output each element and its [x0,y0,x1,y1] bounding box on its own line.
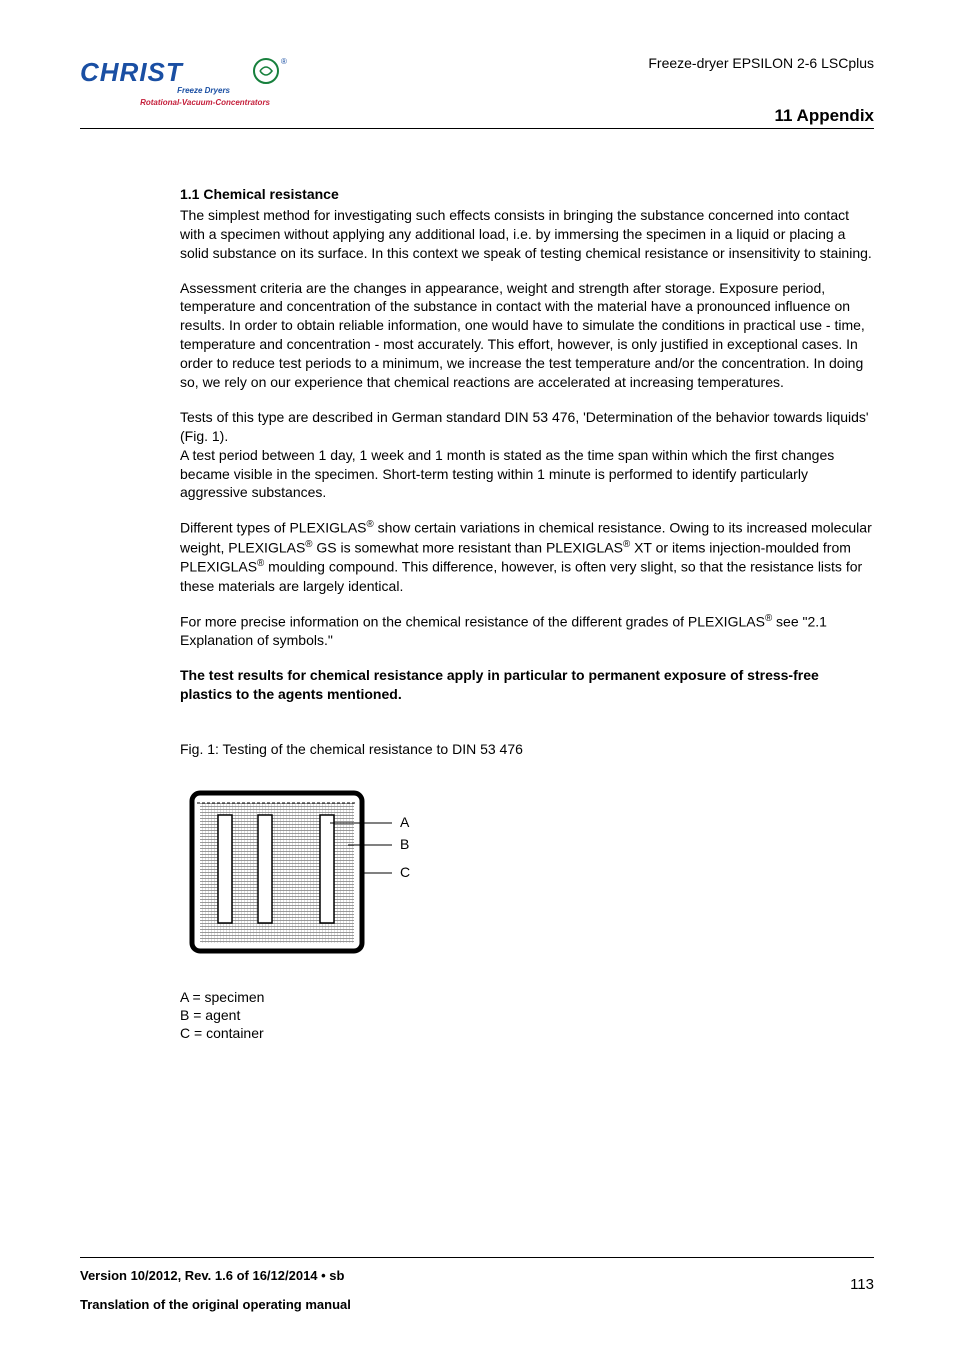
paragraph-2: Assessment criteria are the changes in a… [180,279,874,392]
logo-line1: Freeze Dryers [177,86,230,95]
footer-translation: Translation of the original operating ma… [80,1297,351,1312]
figure-specimen [320,815,334,923]
figure-1: A B C [180,781,874,966]
figure-label-a: A [400,814,410,830]
paragraph-1: The simplest method for investigating su… [180,206,874,263]
svg-text:CHRIST: CHRIST [80,57,184,87]
logo-line2: Rotational-Vacuum-Concentrators [140,98,270,107]
figure-specimen [258,815,272,923]
legend-a: A = specimen [180,988,874,1006]
paragraph-5: For more precise information on the chem… [180,612,874,650]
legend-b: B = agent [180,1006,874,1024]
legend-c: C = container [180,1024,874,1042]
logo-wordmark: CHRIST ® [80,57,287,87]
footer-divider [80,1257,874,1258]
header-divider [80,128,874,129]
figure-caption: Fig. 1: Testing of the chemical resistan… [180,740,874,759]
paragraph-3a: Tests of this type are described in Germ… [180,408,874,446]
svg-text:®: ® [281,57,287,66]
figure-label-c: C [400,864,410,880]
product-name: Freeze-dryer EPSILON 2-6 LSCplus [648,55,874,71]
figure-label-b: B [400,836,409,852]
page-footer: Version 10/2012, Rev. 1.6 of 16/12/2014 … [80,1257,874,1312]
paragraph-6-bold: The test results for chemical resistance… [180,666,874,704]
page-number: 113 [850,1268,874,1293]
page-content: 1.1 Chemical resistance The simplest met… [0,130,954,1042]
page-header: CHRIST ® Freeze Dryers Rotational-Vacuum… [0,0,954,130]
section-heading: 1.1 Chemical resistance [180,185,874,204]
chapter-title: 11 Appendix [648,106,874,126]
paragraph-3b: A test period between 1 day, 1 week and … [180,446,874,503]
paragraph-4: Different types of PLEXIGLAS® show certa… [180,518,874,596]
brand-logo: CHRIST ® Freeze Dryers Rotational-Vacuum… [80,55,290,115]
footer-version: Version 10/2012, Rev. 1.6 of 16/12/2014 … [80,1268,351,1283]
figure-specimen [218,815,232,923]
